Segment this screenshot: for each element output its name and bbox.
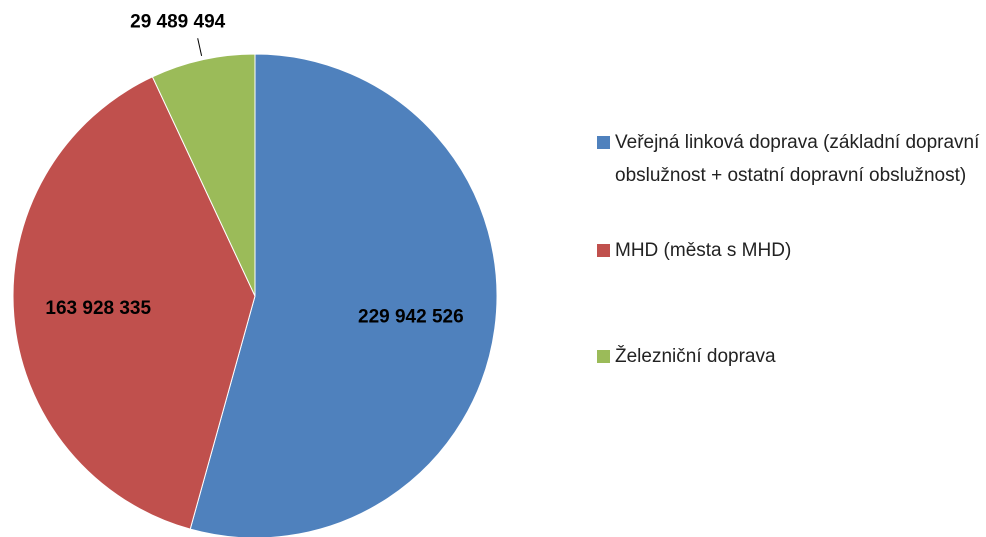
leader-line: [197, 38, 203, 56]
value-label: 229 942 526: [358, 306, 464, 327]
legend-label: MHD (města s MHD): [615, 240, 792, 261]
legend-item: MHD (města s MHD): [597, 234, 982, 267]
legend-item: Železniční doprava: [597, 340, 982, 373]
value-label: 29 489 494: [130, 11, 226, 32]
pie-slice: [12, 76, 256, 530]
legend-swatch: [597, 244, 610, 257]
pie-slice: [151, 53, 256, 297]
value-label: 163 928 335: [45, 298, 151, 319]
legend-label: Železniční doprava: [615, 346, 776, 367]
legend-label: Veřejná linková doprava (základní doprav…: [615, 132, 980, 186]
legend-swatch: [597, 350, 610, 363]
legend-item: Veřejná linková doprava (základní doprav…: [597, 126, 982, 192]
pie-slice: [189, 53, 498, 537]
legend-swatch: [597, 136, 610, 149]
